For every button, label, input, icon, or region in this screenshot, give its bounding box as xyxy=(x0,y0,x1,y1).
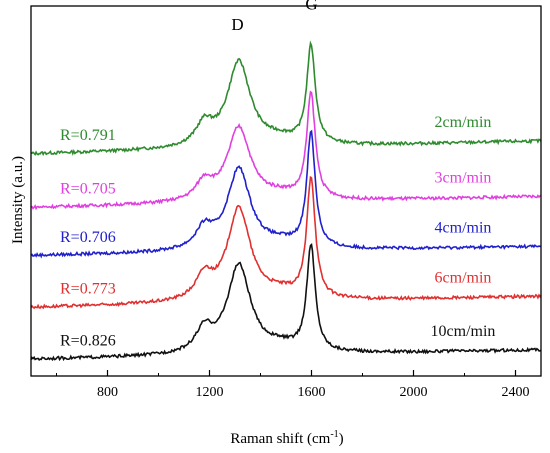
spectrum-line-4cm-min xyxy=(30,129,542,259)
series-layer xyxy=(30,40,542,362)
x-axis-label: Raman shift (cm-1) xyxy=(230,429,343,447)
speed-label: 10cm/min xyxy=(431,323,496,340)
spectrum-line-6cm-min xyxy=(30,175,542,310)
r-ratio-label: R=0.773 xyxy=(60,281,116,298)
x-axis-label-main: Raman shift (cm xyxy=(230,431,330,447)
x-tick-label: 800 xyxy=(97,385,118,400)
x-tick-label: 1600 xyxy=(298,385,326,400)
x-tick-label: 2400 xyxy=(502,385,530,400)
label-layer: R=0.791 2cm/min R=0.705 3cm/min R=0.706 4cm/m… xyxy=(60,0,495,349)
y-axis-label: Intensity (a.u.) xyxy=(10,156,26,244)
x-axis-label-close: ) xyxy=(339,431,344,447)
speed-label: 4cm/min xyxy=(435,220,492,237)
x-tick-label: 1200 xyxy=(196,385,224,400)
spectrum-line-3cm-min xyxy=(30,90,542,211)
plot-frame xyxy=(30,5,542,377)
r-ratio-label: R=0.706 xyxy=(60,229,116,246)
spectrum-line-10cm-min xyxy=(30,243,542,362)
speed-label: 3cm/min xyxy=(435,170,492,187)
x-axis-label-superscript: -1 xyxy=(330,429,338,440)
tick-layer: 800 1200 1600 2000 2400 xyxy=(56,370,530,400)
r-ratio-label: R=0.705 xyxy=(60,181,116,198)
spectrum-line-2cm-min xyxy=(30,40,542,157)
r-ratio-label: R=0.826 xyxy=(60,332,116,349)
x-tick-label: 2000 xyxy=(400,385,428,400)
peak-label: G xyxy=(305,0,317,14)
peak-label: D xyxy=(231,15,243,34)
speed-label: 6cm/min xyxy=(435,269,492,286)
r-ratio-label: R=0.791 xyxy=(60,127,116,144)
speed-label: 2cm/min xyxy=(435,114,492,131)
